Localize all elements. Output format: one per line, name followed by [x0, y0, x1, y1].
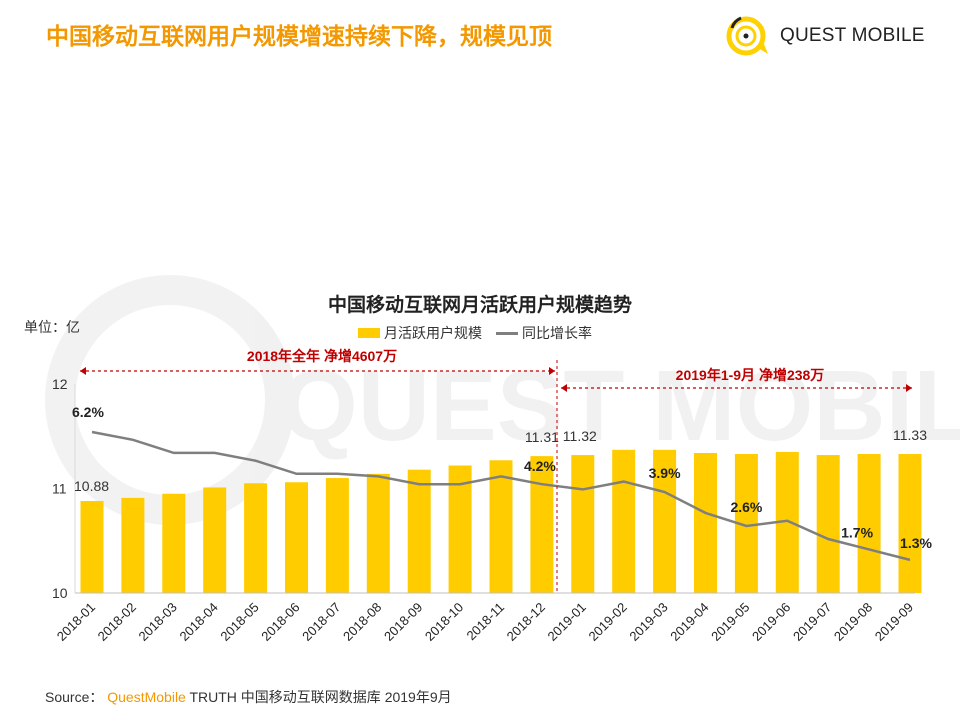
source-label: Source： [45, 689, 104, 705]
bar [80, 501, 104, 593]
annotation-2018: 2018年全年 净增4607万 [247, 348, 397, 364]
legend-swatch [358, 328, 380, 338]
bar [285, 482, 308, 593]
bar [612, 449, 636, 593]
legend-swatch [496, 331, 518, 335]
bar [775, 451, 799, 593]
line-data-label: 3.9% [649, 465, 681, 481]
bar [898, 454, 922, 593]
bar-data-label: 11.31 [525, 429, 559, 445]
legend-item-line: 同比增长率 [496, 323, 592, 343]
logo-icon [726, 16, 768, 56]
quest-mobile-logo: QUEST MOBILE [724, 14, 925, 58]
bar [489, 460, 513, 593]
x-tick-label: 2019-04 [667, 600, 711, 644]
x-tick-label: 2019-09 [872, 600, 916, 644]
unit-label: 单位：亿 [24, 319, 80, 335]
legend-label: 月活跃用户规模 [384, 325, 482, 341]
svg-text:QUEST MOBILE: QUEST MOBILE [280, 350, 960, 462]
bar [448, 465, 472, 593]
bar-data-label: 11.32 [563, 428, 597, 444]
bar-data-label: 11.33 [893, 427, 927, 443]
y-tick-label: 11 [52, 481, 67, 497]
arrowhead [549, 367, 555, 375]
arrowhead [561, 384, 567, 392]
chart-title: 中国移动互联网月活跃用户规模趋势 [327, 295, 632, 316]
x-tick-label: 2019-08 [831, 600, 875, 644]
line-data-label: 1.7% [841, 524, 873, 540]
x-tick-label: 2018-03 [136, 600, 180, 644]
watermark: QUEST MOBILE [45, 275, 960, 525]
bar [530, 456, 554, 593]
source-brand: QuestMobile [107, 689, 186, 705]
logo-text: QUEST MOBILE [780, 25, 925, 46]
y-tick-label: 12 [52, 376, 68, 392]
bar [694, 452, 717, 593]
annotation-2019: 2019年1-9月 净增238万 [676, 367, 825, 383]
bar [203, 487, 227, 593]
bar [816, 455, 840, 593]
x-tick-label: 2018-02 [95, 600, 139, 644]
bar [244, 483, 268, 593]
legend-item-bar: 月活跃用户规模 [358, 323, 482, 343]
legend: 月活跃用户规模 同比增长率 [358, 323, 592, 343]
x-tick-label: 2018-05 [217, 600, 261, 644]
line-data-label: 1.3% [900, 535, 932, 551]
bar [162, 493, 186, 593]
bar [407, 469, 431, 593]
x-tick-label: 2019-01 [545, 600, 589, 644]
bar [571, 455, 595, 593]
line-data-label: 6.2% [72, 404, 104, 420]
line-data-label: 4.2% [524, 458, 556, 474]
line-data-label: 2.6% [730, 499, 762, 515]
arrowhead [906, 384, 912, 392]
x-tick-label: 2018-12 [504, 600, 548, 644]
bar [121, 497, 145, 593]
x-tick-label: 2018-08 [340, 600, 384, 644]
bar [734, 454, 758, 593]
growth-line [91, 430, 911, 562]
bar [857, 454, 881, 593]
x-tick-label: 2019-05 [708, 600, 752, 644]
page-title: 中国移动互联网用户规模增速持续下降，规模见顶 [46, 23, 552, 49]
x-tick-label: 2018-11 [463, 600, 507, 644]
arrowhead [80, 367, 86, 375]
bar [653, 449, 677, 593]
x-tick-label: 2018-04 [176, 600, 220, 644]
legend-label: 同比增长率 [522, 325, 592, 341]
x-tick-label: 2018-09 [381, 600, 425, 644]
x-tick-label: 2019-02 [585, 600, 629, 644]
bar [366, 473, 390, 593]
x-tick-label: 2019-06 [749, 600, 793, 644]
x-tick-label: 2018-01 [54, 600, 98, 644]
x-tick-label: 2019-03 [626, 600, 670, 644]
x-tick-label: 2018-06 [258, 600, 302, 644]
source-text: TRUTH 中国移动互联网数据库 2019年9月 [189, 689, 452, 705]
bar [325, 478, 349, 593]
bar-data-label: 10.88 [74, 478, 109, 494]
x-tick-label: 2019-07 [790, 600, 834, 644]
x-tick-label: 2018-10 [422, 600, 466, 644]
y-tick-label: 10 [52, 585, 68, 601]
source-note: Source： QuestMobile TRUTH 中国移动互联网数据库 201… [45, 687, 452, 707]
x-tick-label: 2018-07 [299, 600, 343, 644]
